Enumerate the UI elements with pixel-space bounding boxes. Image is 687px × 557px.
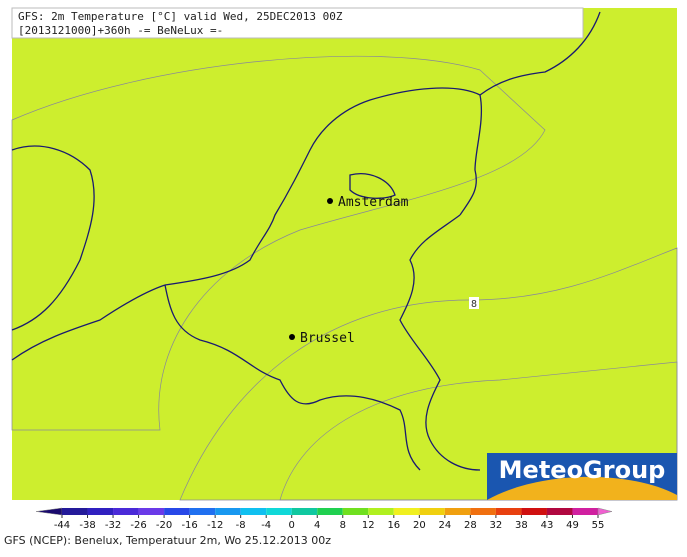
legend-swatch bbox=[87, 508, 114, 515]
legend-swatch bbox=[342, 508, 369, 515]
contour-label: 8 bbox=[471, 299, 477, 310]
legend-tick-label: 0 bbox=[289, 520, 295, 531]
legend-tick-label: 49 bbox=[566, 520, 579, 531]
legend-swatch bbox=[495, 508, 522, 515]
legend-swatch bbox=[317, 508, 343, 515]
legend-tick-label: 32 bbox=[490, 520, 503, 531]
legend-tick-label: -4 bbox=[261, 520, 271, 531]
warm-zone bbox=[11, 55, 546, 431]
legend-tick-label: 28 bbox=[464, 520, 477, 531]
logo-text: MeteoGroup bbox=[499, 456, 666, 484]
legend-tick-label: -8 bbox=[236, 520, 246, 531]
title-box bbox=[11, 7, 584, 39]
lake-ijssel bbox=[349, 173, 396, 199]
legend-swatch bbox=[62, 508, 88, 515]
legend-tick-label: 38 bbox=[515, 520, 528, 531]
legend-tick-label: 12 bbox=[362, 520, 375, 531]
legend-tick-label: -44 bbox=[54, 520, 70, 531]
cool-zone bbox=[279, 361, 678, 501]
title-line: [2013121000]+360h -= BeNeLux =- bbox=[18, 24, 223, 37]
legend-swatch bbox=[240, 508, 267, 515]
legend-tick-label: -26 bbox=[130, 520, 146, 531]
coastline-germany bbox=[479, 11, 601, 96]
border-germany bbox=[399, 214, 481, 471]
legend-tick-label: 4 bbox=[314, 520, 320, 531]
title-line: GFS: 2m Temperature [°C] valid Wed, 25DE… bbox=[18, 10, 343, 23]
legend-tick-label: -20 bbox=[156, 520, 172, 531]
color-legend: -44 -38 -32 -26 -20 -16 -12 -8 -4 0 4 8 12 16 20 24 28 32… bbox=[35, 507, 613, 531]
legend-tick-label: -32 bbox=[105, 520, 121, 531]
legend-tick-label: 55 bbox=[592, 520, 605, 531]
city-label: Amsterdam bbox=[338, 195, 409, 210]
contour-label-box bbox=[469, 297, 479, 309]
coastline-netherlands bbox=[164, 87, 483, 286]
border-belgium bbox=[164, 284, 421, 471]
legend-swatch bbox=[138, 508, 165, 515]
coastline-uk bbox=[11, 145, 95, 331]
legend-swatch bbox=[470, 508, 496, 515]
legend-swatch bbox=[291, 508, 318, 515]
legend-swatch bbox=[572, 508, 598, 515]
mild-zone bbox=[179, 247, 678, 501]
city-dot bbox=[289, 334, 295, 340]
legend-arrow bbox=[35, 507, 63, 516]
legend-tick-label: 16 bbox=[387, 520, 400, 531]
legend-tick-label: -38 bbox=[79, 520, 95, 531]
legend-tick-label: -16 bbox=[181, 520, 197, 531]
legend-tick-label: 24 bbox=[438, 520, 451, 531]
logo-sun bbox=[487, 476, 677, 500]
legend-swatch bbox=[393, 508, 420, 515]
legend-swatch bbox=[521, 508, 547, 515]
city-dot bbox=[327, 198, 333, 204]
city-label: Brussel bbox=[300, 331, 355, 346]
legend-swatch bbox=[164, 508, 190, 515]
legend-swatch bbox=[368, 508, 394, 515]
legend-swatch bbox=[444, 508, 471, 515]
legend-swatch bbox=[419, 508, 445, 515]
legend-swatch bbox=[113, 508, 139, 515]
legend-tick-label: 8 bbox=[340, 520, 346, 531]
coastline-france bbox=[11, 284, 166, 361]
legend-tick-label: 20 bbox=[413, 520, 426, 531]
legend-tick-label: -12 bbox=[207, 520, 223, 531]
legend-swatch bbox=[546, 508, 573, 515]
map-background bbox=[12, 8, 677, 500]
legend-swatch bbox=[266, 508, 292, 515]
legend-tick-label: 43 bbox=[541, 520, 554, 531]
legend-swatch bbox=[215, 508, 241, 515]
map: Amsterdam Brussel 8 GFS: 2m Temperature … bbox=[11, 7, 678, 501]
legend-swatch bbox=[189, 508, 216, 515]
footer: GFS (NCEP): Benelux, Temperatuur 2m, Wo … bbox=[4, 534, 331, 547]
legend-arrow bbox=[597, 507, 613, 516]
